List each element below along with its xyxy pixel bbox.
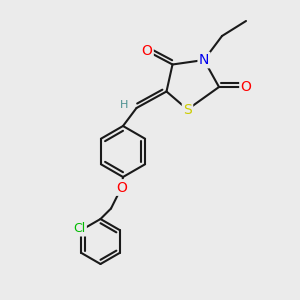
Text: H: H — [120, 100, 129, 110]
Text: Cl: Cl — [74, 222, 86, 235]
Text: N: N — [199, 53, 209, 67]
Text: O: O — [116, 181, 127, 194]
Text: O: O — [241, 80, 251, 94]
Text: S: S — [183, 103, 192, 116]
Text: O: O — [142, 44, 152, 58]
